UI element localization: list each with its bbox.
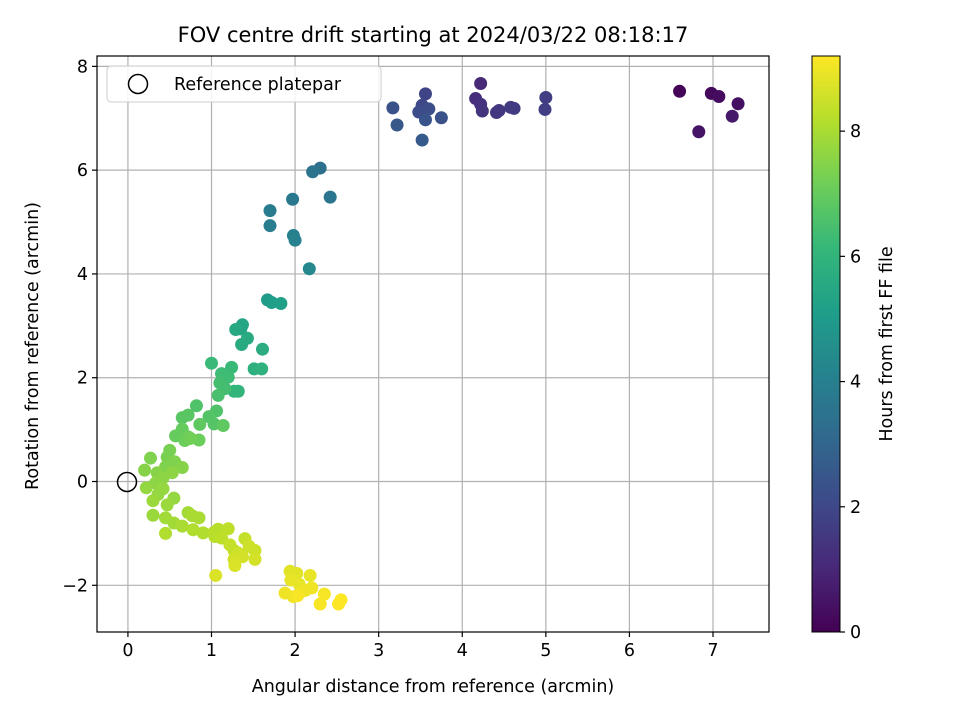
y-tick-label: 4 bbox=[77, 265, 88, 285]
data-point bbox=[138, 463, 152, 477]
y-tick-label: 8 bbox=[77, 57, 88, 77]
data-point bbox=[146, 508, 160, 522]
x-axis-label: Angular distance from reference (arcmin) bbox=[252, 677, 615, 697]
x-tick-label: 5 bbox=[540, 641, 551, 661]
data-point bbox=[159, 526, 173, 540]
x-axis-ticks: 0 1 2 3 4 5 6 7 bbox=[122, 632, 719, 661]
data-point bbox=[228, 559, 242, 573]
data-point bbox=[390, 118, 404, 132]
y-axis-label: Rotation from reference (arcmin) bbox=[23, 202, 43, 490]
data-point bbox=[418, 87, 432, 101]
data-point bbox=[186, 523, 200, 537]
legend-marker-icon bbox=[127, 73, 149, 95]
x-tick-label: 3 bbox=[373, 641, 384, 661]
data-point bbox=[286, 192, 300, 206]
data-point bbox=[692, 125, 706, 139]
data-point bbox=[139, 481, 153, 495]
x-tick-label: 7 bbox=[707, 641, 718, 661]
chart-title: FOV centre drift starting at 2024/03/22 … bbox=[178, 23, 689, 47]
data-point bbox=[725, 109, 739, 123]
y-tick-label: 2 bbox=[77, 369, 88, 389]
data-point bbox=[434, 111, 448, 125]
y-tick-label: 0 bbox=[77, 473, 88, 493]
data-point bbox=[143, 451, 157, 465]
reference-marker bbox=[116, 471, 138, 493]
data-point bbox=[323, 190, 337, 204]
data-point bbox=[673, 84, 687, 98]
colorbar-tick-label: 4 bbox=[850, 373, 861, 393]
data-point bbox=[507, 101, 521, 115]
data-point bbox=[712, 89, 726, 103]
plot-frame bbox=[96, 55, 770, 633]
legend-entry-label: Reference platepar bbox=[174, 75, 342, 95]
y-tick-label: −2 bbox=[62, 576, 88, 596]
y-axis-ticks: −2 0 2 4 6 8 bbox=[62, 57, 97, 596]
x-tick-label: 2 bbox=[290, 641, 301, 661]
data-point bbox=[263, 204, 277, 218]
data-point bbox=[475, 104, 489, 118]
data-point bbox=[235, 550, 249, 564]
data-point bbox=[313, 597, 327, 611]
data-point bbox=[538, 102, 552, 116]
colorbar-label: Hours from first FF file bbox=[877, 246, 897, 441]
data-point bbox=[303, 568, 317, 582]
data-point bbox=[175, 461, 189, 475]
data-point bbox=[288, 233, 302, 247]
data-point bbox=[302, 262, 316, 276]
colorbar-tick-label: 0 bbox=[850, 623, 861, 643]
data-point bbox=[539, 91, 553, 105]
colorbar-tick-label: 8 bbox=[850, 122, 861, 142]
data-point bbox=[209, 568, 223, 582]
x-tick-label: 6 bbox=[624, 641, 635, 661]
data-point bbox=[175, 519, 189, 533]
legend-box bbox=[106, 65, 382, 103]
data-point bbox=[415, 133, 429, 147]
data-point bbox=[192, 511, 206, 525]
data-point bbox=[386, 101, 400, 115]
data-point bbox=[229, 322, 243, 336]
data-point bbox=[418, 113, 432, 127]
data-point bbox=[189, 399, 203, 413]
legend: Reference platepar bbox=[106, 65, 382, 103]
x-tick-label: 0 bbox=[122, 641, 133, 661]
data-point bbox=[193, 417, 207, 431]
data-point bbox=[205, 356, 219, 370]
data-point bbox=[291, 589, 305, 603]
data-point bbox=[731, 97, 745, 111]
data-point bbox=[422, 102, 436, 116]
colorbar-ticks: 0 2 4 6 8 bbox=[840, 122, 861, 643]
data-point bbox=[248, 552, 262, 566]
data-point bbox=[306, 165, 320, 179]
x-tick-label: 4 bbox=[457, 641, 468, 661]
x-tick-label: 1 bbox=[206, 641, 217, 661]
data-point bbox=[225, 360, 239, 374]
colorbar-gradient bbox=[811, 55, 841, 633]
data-point bbox=[160, 498, 174, 512]
colorbar-tick-label: 6 bbox=[850, 247, 861, 267]
data-point bbox=[490, 106, 504, 120]
data-point bbox=[184, 431, 198, 445]
data-point bbox=[474, 77, 488, 91]
colorbar: 0 2 4 6 8 Hours from first FF file bbox=[811, 55, 897, 643]
data-point bbox=[146, 494, 160, 508]
data-point bbox=[332, 597, 346, 611]
grid bbox=[97, 56, 769, 632]
data-point bbox=[196, 526, 210, 540]
data-point bbox=[231, 384, 245, 398]
data-point bbox=[181, 408, 195, 422]
data-point bbox=[255, 362, 269, 376]
data-point bbox=[317, 587, 331, 601]
data-point bbox=[235, 338, 249, 352]
data-points bbox=[138, 77, 745, 611]
data-point bbox=[216, 418, 230, 432]
data-point bbox=[274, 297, 288, 311]
colorbar-tick-label: 2 bbox=[850, 498, 861, 518]
data-point bbox=[263, 219, 277, 233]
data-point bbox=[221, 522, 235, 536]
y-tick-label: 6 bbox=[77, 161, 88, 181]
data-point bbox=[255, 342, 269, 356]
data-point bbox=[211, 388, 225, 402]
